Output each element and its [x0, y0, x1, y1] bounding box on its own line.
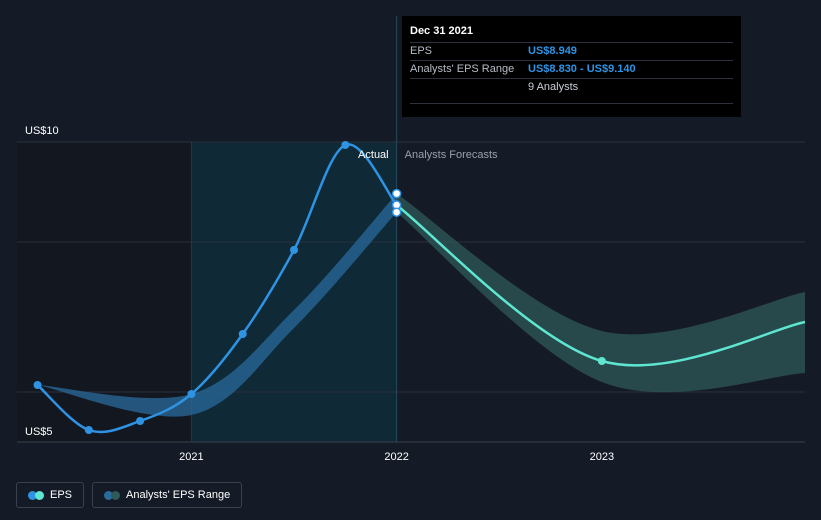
tooltip-date: Dec 31 2021 [410, 22, 733, 43]
legend-eps-swatch-actual [28, 490, 37, 500]
y-label-bottom: US$5 [25, 426, 53, 438]
legend-item-eps[interactable]: EPS [16, 482, 85, 508]
tooltip-eps-label: EPS [410, 45, 433, 57]
y-label-top: US$10 [25, 125, 59, 137]
eps-point-6 [341, 141, 350, 149]
eps-point-1 [84, 426, 93, 434]
legend-range-swatch-actual [104, 490, 114, 500]
tooltip-analysts-label [410, 79, 528, 103]
legend-range-label: Analysts' EPS Range [126, 489, 231, 501]
eps-point-5 [290, 246, 299, 254]
legend: EPS Analysts' EPS Range [16, 482, 243, 508]
tooltip-range-value: US$8.830 - US$9.140 [528, 63, 636, 75]
tooltip-row-range: Analysts' EPS Range US$8.830 - US$9.140 [410, 61, 733, 79]
tooltip-range-label: Analysts' EPS Range [410, 63, 515, 75]
tooltip-analysts-value: 9 Analysts [528, 81, 579, 93]
tooltip: Dec 31 2021 EPS US$8.949 Analysts' EPS R… [402, 16, 741, 117]
cursor-marker-2 [391, 207, 402, 217]
x-tick-label-1: 2022 [384, 451, 408, 463]
eps-point-0 [33, 381, 42, 389]
legend-eps-swatch-forecast [35, 490, 44, 500]
range-band-1 [396, 193, 805, 393]
tooltip-row-analysts: 9 Analysts [410, 79, 733, 104]
actual-label: Actual [358, 149, 389, 161]
x-tick-label-0: 2021 [179, 451, 203, 463]
legend-range-swatch [104, 490, 121, 500]
range-band-0 [37, 193, 397, 417]
legend-item-range[interactable]: Analysts' EPS Range [92, 482, 243, 508]
legend-eps-label: EPS [50, 489, 73, 501]
legend-range-swatch-forecast [111, 490, 121, 500]
eps-forecast-point [597, 357, 606, 365]
tooltip-eps-value: US$8.949 [528, 45, 577, 57]
x-tick-label-2: 2023 [590, 451, 614, 463]
eps-point-4 [238, 330, 247, 338]
legend-eps-swatch [28, 490, 44, 500]
forecast-label: Analysts Forecasts [405, 149, 498, 161]
eps-point-2 [136, 417, 145, 425]
cursor-marker-0 [391, 188, 402, 199]
tooltip-row-eps: EPS US$8.949 [410, 43, 733, 61]
eps-point-3 [187, 390, 196, 398]
eps-chart: US$10 US$5 2021 2022 2023 Actual Analysts Fore… [17, 16, 805, 463]
